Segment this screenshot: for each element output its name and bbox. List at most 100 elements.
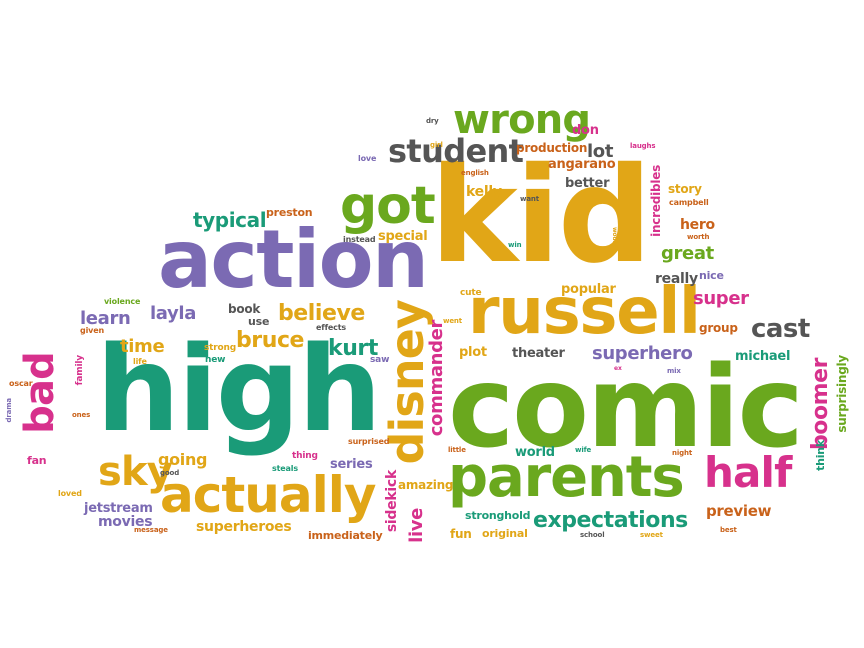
word-movies: movies [98, 514, 153, 530]
word-wife: wife [575, 446, 592, 454]
word-preview: preview [706, 502, 772, 520]
word-time: time [120, 336, 165, 357]
word-message: message [134, 526, 168, 534]
word-theater: theater [512, 346, 565, 361]
word-plot: plot [459, 345, 487, 360]
word-don: don [572, 123, 599, 138]
word-boomer: boomer [808, 358, 833, 451]
word-commander: commander [426, 320, 447, 437]
word-lot: lot [587, 141, 614, 162]
word-instead: instead [343, 235, 376, 244]
word-violence: violence [104, 297, 141, 306]
word-original: original [482, 527, 528, 540]
word-special: special [378, 229, 428, 244]
word-sky: sky [98, 449, 173, 495]
word-night: night [672, 449, 693, 457]
word-thing: thing [292, 451, 318, 461]
word-english: english [461, 169, 489, 177]
word-effects: effects [316, 323, 347, 332]
word-worth: worth [687, 233, 710, 241]
word-high: high [96, 320, 382, 458]
word-typical: typical [193, 208, 267, 232]
word-wrong: wrong [453, 97, 591, 143]
word-little: little [448, 446, 466, 454]
word-best: best [720, 526, 737, 534]
word-win: win [508, 241, 522, 249]
word-cast: cast [751, 314, 810, 344]
word-action: action [158, 213, 429, 306]
word-want: want [520, 195, 539, 203]
word-angarano: angarano [548, 157, 616, 172]
word-love: love [358, 154, 377, 163]
word-family: family [75, 355, 85, 386]
word-sweet: sweet [640, 531, 663, 539]
word-book: book [228, 302, 261, 316]
word-surprisingly: surprisingly [835, 355, 849, 433]
word-student: student [388, 132, 524, 170]
word-nice: nice [699, 269, 724, 282]
word-new: new [205, 355, 226, 365]
word-girl: girl [430, 141, 443, 149]
word-school: school [580, 531, 605, 539]
word-amazing: amazing [398, 478, 454, 492]
word-campbell: campbell [669, 198, 709, 207]
word-better: better [565, 176, 610, 191]
word-michael: michael [735, 349, 791, 364]
word-went: went [443, 317, 462, 325]
word-superheroes: superheroes [196, 519, 292, 535]
word-going: going [158, 450, 208, 469]
word-parents: parents [448, 445, 685, 510]
word-drama: drama [5, 398, 13, 423]
word-loved: loved [58, 489, 82, 498]
word-kid: kid [430, 139, 652, 293]
word-oscar: oscar [9, 379, 33, 388]
word-good: good [160, 469, 180, 477]
word-immediately: immediately [308, 529, 383, 542]
word-strong: strong [204, 343, 237, 353]
word-sidekick: sidekick [384, 470, 400, 533]
word-got: got [340, 176, 436, 236]
word-kurt: kurt [328, 336, 378, 361]
word-comic: comic [448, 343, 804, 473]
word-russell: russell [468, 275, 701, 349]
word-ones: ones [72, 411, 91, 419]
word-live: live [406, 508, 427, 543]
word-half: half [704, 448, 792, 497]
word-hero: hero [680, 217, 715, 233]
word-layla: layla [150, 303, 197, 324]
word-fan: fan [27, 454, 47, 467]
word-would: would [611, 227, 618, 247]
word-disney: disney [380, 300, 434, 465]
word-stronghold: stronghold [465, 509, 531, 522]
word-superhero: superhero [592, 343, 693, 364]
word-popular: popular [561, 282, 616, 297]
word-ex: ex [614, 365, 622, 372]
word-life: life [133, 357, 147, 366]
word-jetstream: jetstream [84, 501, 153, 516]
word-cute: cute [460, 288, 482, 298]
word-bruce: bruce [236, 328, 305, 353]
word-expectations: expectations [533, 508, 688, 533]
word-given: given [80, 326, 105, 335]
word-dry: dry [426, 117, 439, 125]
word-think: think [814, 440, 827, 471]
word-kelly: kelly [466, 184, 502, 200]
word-actually: actually [160, 466, 376, 524]
word-believe: believe [278, 301, 365, 326]
word-saw: saw [370, 355, 390, 365]
word-incredibles: incredibles [649, 165, 663, 237]
word-surprised: surprised [348, 437, 390, 446]
word-group: group [699, 321, 738, 335]
word-world: world [515, 445, 555, 460]
word-great: great [661, 243, 714, 264]
word-use: use [248, 315, 270, 328]
word-preston: preston [266, 206, 313, 219]
word-story: story [668, 182, 702, 196]
word-series: series [330, 457, 373, 472]
word-laughs: laughs [630, 142, 656, 150]
word-mix: mix [667, 367, 681, 375]
word-learn: learn [80, 308, 131, 329]
word-steals: steals [272, 464, 298, 473]
word-really: really [655, 271, 698, 287]
